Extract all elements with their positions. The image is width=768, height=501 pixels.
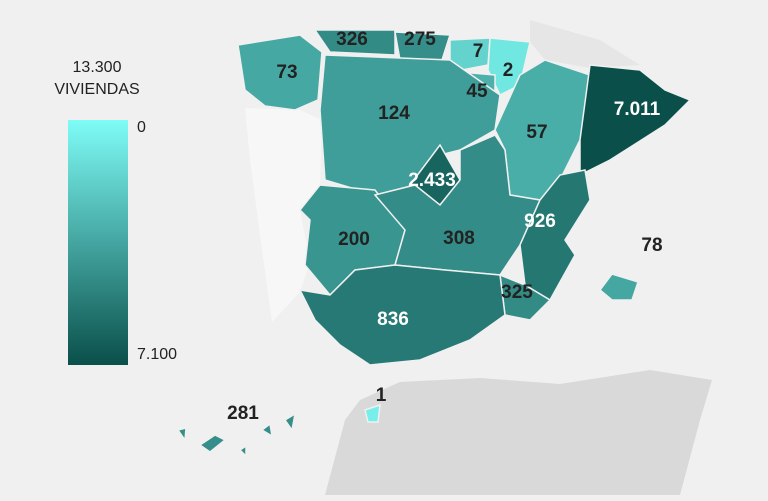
- region: [198, 434, 227, 453]
- region-label: 45: [466, 81, 488, 102]
- region: [579, 64, 692, 177]
- region: [238, 444, 247, 458]
- region-label: 281: [227, 403, 259, 424]
- france: [530, 20, 640, 68]
- legend-tick-label: 0: [137, 119, 146, 136]
- regions: [176, 29, 692, 458]
- region-label: 7.011: [614, 99, 661, 120]
- region-label: 73: [276, 62, 297, 83]
- region-label: 836: [377, 309, 409, 330]
- region-label: 124: [378, 103, 410, 124]
- portugal: [245, 108, 322, 322]
- region-label: 926: [524, 211, 556, 232]
- region-label: 78: [641, 235, 662, 256]
- region: [237, 34, 323, 111]
- region-label: 57: [526, 122, 547, 143]
- region: [298, 264, 506, 366]
- legend-bar: [68, 120, 128, 365]
- region-label: 1: [376, 385, 387, 406]
- legend-tick-label: 7.100: [137, 346, 177, 363]
- region: [313, 29, 396, 56]
- region-label: 308: [443, 228, 475, 249]
- legend-ticks: 0 7.100: [137, 119, 177, 363]
- region: [519, 169, 591, 302]
- region-label: 325: [501, 282, 533, 303]
- region: [283, 412, 297, 432]
- region: [260, 422, 274, 438]
- region: [598, 273, 639, 301]
- region: [176, 427, 187, 443]
- region-label: 2.433: [408, 170, 456, 191]
- region-label: 7: [473, 41, 484, 62]
- region: [364, 403, 381, 423]
- region-label: 200: [338, 229, 370, 250]
- africa: [325, 370, 712, 495]
- region-label: 2: [503, 60, 514, 81]
- region-label: 326: [336, 29, 368, 50]
- legend-title: 13.300: [73, 59, 122, 76]
- region: [449, 37, 491, 71]
- labels: 73 326 275 72 45 124 57 7.011 2.433 200 308 926 78 32…: [227, 29, 662, 424]
- legend-title: VIVIENDAS: [54, 81, 139, 98]
- region-label: 275: [404, 29, 436, 50]
